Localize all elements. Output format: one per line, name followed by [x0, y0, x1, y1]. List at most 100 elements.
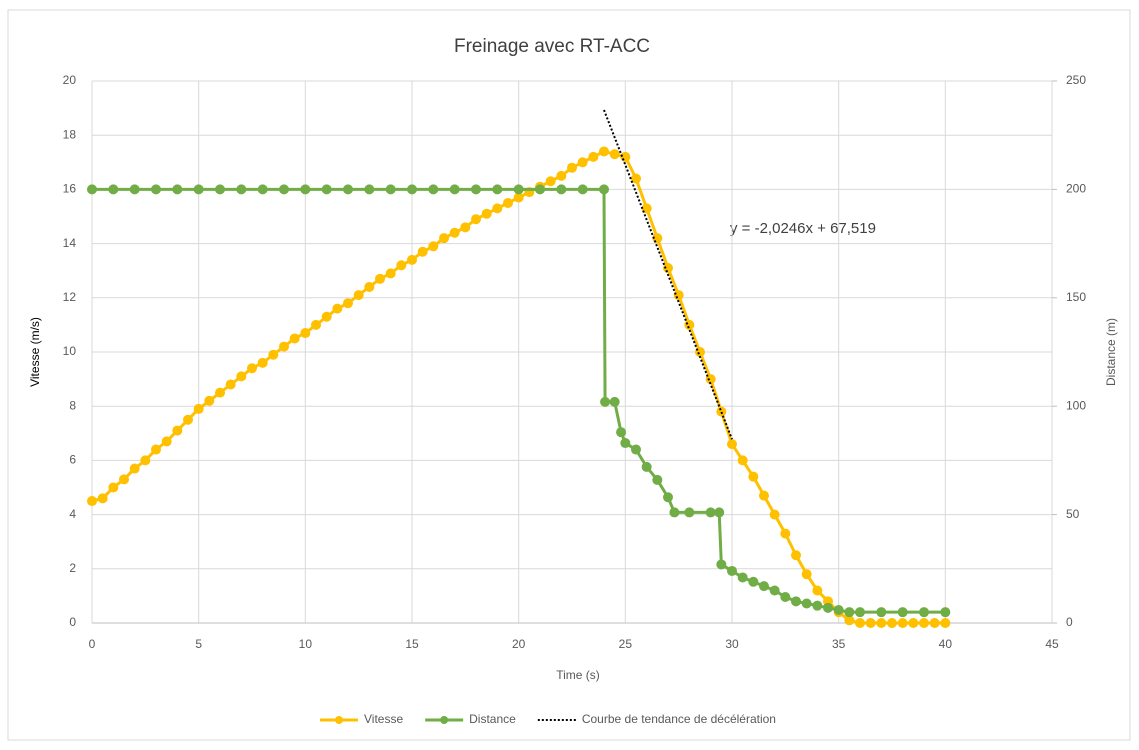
data-point: [385, 268, 396, 279]
data-point: [897, 607, 908, 618]
data-point: [364, 281, 375, 292]
data-point: [812, 585, 823, 596]
x-tick-label: 10: [299, 637, 313, 651]
data-point: [577, 184, 588, 195]
data-point: [215, 387, 225, 398]
y-tick-label: 8: [69, 398, 76, 412]
data-point: [833, 604, 844, 615]
data-point: [471, 184, 481, 195]
data-point: [588, 151, 599, 162]
data-point: [812, 600, 823, 611]
data-point: [385, 184, 396, 195]
data-point: [300, 328, 311, 339]
data-point: [87, 496, 97, 507]
data-point: [236, 371, 247, 382]
legend-label: Vitesse: [364, 712, 403, 726]
data-point: [865, 618, 876, 628]
y-axis-label: Vitesse (m/s): [28, 317, 42, 387]
data-point: [876, 607, 887, 618]
data-point: [616, 427, 627, 438]
data-point: [716, 406, 727, 417]
data-point: [663, 492, 673, 503]
data-point: [727, 565, 737, 576]
data-point: [193, 184, 204, 195]
data-point: [279, 184, 289, 195]
data-point: [844, 607, 855, 618]
y2-axis-label: Distance (m): [1104, 318, 1118, 386]
y2-tick-label: 250: [1066, 73, 1086, 87]
data-point: [535, 184, 545, 195]
y-tick-label: 10: [63, 344, 77, 358]
data-point: [87, 184, 97, 195]
data-point: [321, 311, 332, 322]
y2-tick-label: 150: [1066, 290, 1086, 304]
y-tick-label: 14: [63, 236, 77, 250]
data-point: [652, 474, 663, 485]
data-point: [714, 507, 725, 518]
x-tick-label: 5: [195, 637, 202, 651]
data-point: [919, 607, 929, 618]
data-point: [428, 241, 439, 252]
data-point: [449, 227, 460, 238]
data-point: [140, 455, 151, 466]
y-tick-label: 2: [69, 561, 76, 575]
data-point: [737, 572, 748, 583]
data-point: [449, 184, 460, 195]
data-point: [492, 203, 503, 214]
data-point: [215, 184, 225, 195]
y2-tick-label: 0: [1066, 615, 1073, 629]
data-point: [823, 602, 833, 613]
x-tick-label: 40: [939, 637, 953, 651]
legend-marker: [440, 716, 449, 724]
y-tick-label: 12: [63, 290, 77, 304]
data-point: [97, 493, 108, 504]
data-point: [343, 298, 353, 309]
data-point: [609, 396, 620, 407]
data-point: [289, 333, 300, 344]
data-point: [161, 436, 172, 447]
data-point: [311, 319, 321, 330]
data-point: [887, 618, 897, 628]
data-point: [855, 607, 865, 618]
data-point: [172, 425, 183, 436]
data-point: [940, 618, 951, 628]
data-point: [908, 618, 919, 628]
trendline-equation: y = -2,0246x + 67,519: [730, 220, 876, 237]
data-point: [417, 246, 428, 257]
data-point: [204, 395, 215, 406]
data-point: [407, 184, 417, 195]
data-point: [897, 618, 908, 628]
data-point: [151, 184, 161, 195]
data-point: [940, 607, 951, 618]
data-point: [300, 184, 311, 195]
data-point: [343, 184, 353, 195]
data-point: [727, 439, 737, 450]
data-point: [396, 260, 407, 271]
legend-marker: [335, 716, 343, 724]
data-point: [503, 197, 513, 208]
data-point: [673, 290, 684, 301]
data-point: [748, 471, 759, 482]
data-point: [876, 618, 887, 628]
data-point: [556, 184, 567, 195]
x-tick-label: 15: [405, 637, 419, 651]
data-point: [705, 507, 716, 518]
data-point: [513, 184, 524, 195]
data-point: [716, 559, 727, 570]
data-point: [609, 149, 620, 160]
data-point: [759, 581, 769, 592]
y2-tick-label: 200: [1066, 182, 1086, 196]
data-point: [844, 615, 855, 626]
data-point: [353, 290, 364, 301]
data-point: [631, 444, 641, 455]
data-point: [748, 576, 759, 587]
y-tick-label: 0: [69, 615, 76, 629]
data-point: [631, 173, 641, 184]
legend-label: Courbe de tendance de décélération: [582, 712, 776, 726]
data-point: [545, 176, 556, 187]
data-point: [364, 184, 375, 195]
data-point: [193, 403, 204, 414]
data-point: [769, 585, 780, 596]
data-point: [268, 349, 279, 360]
